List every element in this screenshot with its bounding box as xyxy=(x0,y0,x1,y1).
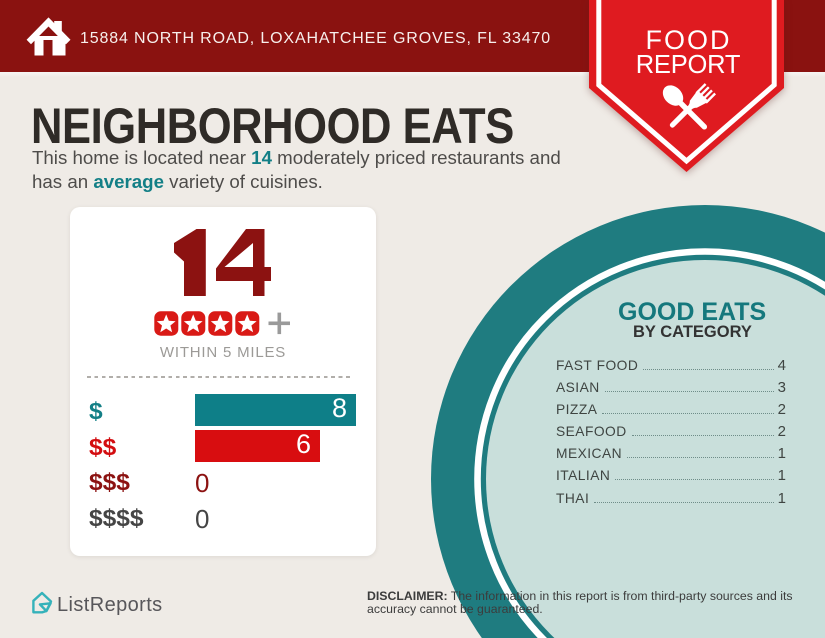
svg-text:REPORT: REPORT xyxy=(636,51,741,79)
svg-text:FOOD: FOOD xyxy=(646,25,732,55)
